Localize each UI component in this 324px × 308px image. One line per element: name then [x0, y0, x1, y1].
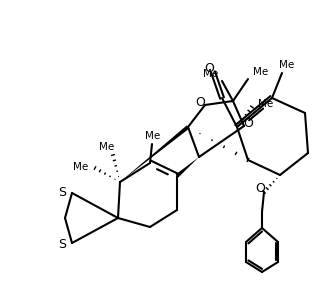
Text: Me: Me: [258, 99, 273, 109]
Text: Me: Me: [203, 69, 218, 79]
Text: Me: Me: [73, 162, 88, 172]
Text: O: O: [204, 62, 214, 75]
Text: O: O: [195, 95, 205, 108]
Polygon shape: [120, 125, 189, 182]
Polygon shape: [176, 157, 199, 177]
Text: O: O: [243, 116, 253, 129]
Text: O: O: [255, 183, 265, 196]
Text: Me: Me: [99, 142, 115, 152]
Text: Me: Me: [253, 67, 268, 77]
Text: Me: Me: [145, 131, 161, 141]
Text: S: S: [58, 185, 66, 198]
Text: S: S: [58, 238, 66, 252]
Text: Me: Me: [279, 60, 295, 70]
